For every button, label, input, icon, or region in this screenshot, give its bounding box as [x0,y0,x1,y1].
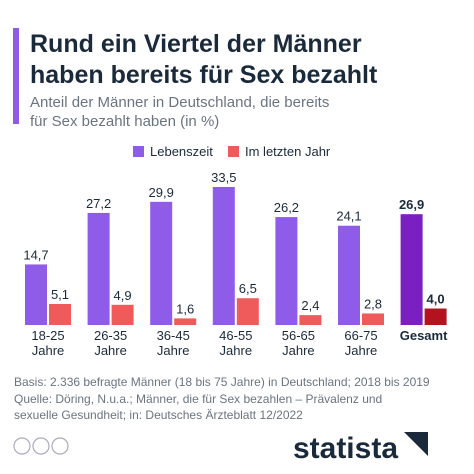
value-label: 26,9 [399,197,424,212]
x-tick-label: 18-25 [31,328,64,343]
legend-label: Im letzten Jahr [245,144,331,159]
value-label: 24,1 [336,209,361,224]
brand-icon [404,432,428,456]
x-tick-label: 46-55 [219,328,252,343]
note: Basis: 2.336 befragte Männer (18 bis 75 … [14,375,430,389]
value-label: 27,2 [86,196,111,211]
value-label: 29,9 [149,185,174,200]
brand: statista [293,432,398,465]
value-label: 2,8 [364,296,382,311]
x-tick-label: Jahre [220,343,253,358]
value-label: 4,9 [114,288,132,303]
bar [424,308,447,325]
legend-swatch [133,146,144,157]
bar [150,201,173,325]
accent-bar [13,28,19,124]
value-label: 4,0 [427,292,445,307]
value-label: 5,1 [51,287,69,302]
legend-swatch [228,146,239,157]
bar [49,303,71,325]
note: Quelle: Döring, N.u.a.; Männer, die für … [14,392,382,406]
x-tick-label: Jahre [345,343,378,358]
x-tick-label: Jahre [282,343,315,358]
value-label: 2,4 [301,298,319,313]
x-tick-label: 66-75 [344,328,377,343]
x-tick-label: Jahre [32,343,65,358]
bar [338,225,360,325]
x-tick-label: Jahre [157,343,190,358]
bar [111,304,134,325]
value-label: 1,6 [176,301,194,316]
x-tick-label: 26-35 [94,328,127,343]
value-label: 33,5 [211,170,236,185]
value-label: 26,2 [274,200,299,215]
x-tick-label: 56-65 [282,328,315,343]
chart-title: haben bereits für Sex bezahlt [30,61,378,89]
note: sexuelle Gesundheit; in: Deutsches Ärzte… [14,408,303,422]
value-label: 14,7 [23,247,48,262]
bar [299,315,322,325]
legend-label: Lebenszeit [150,144,213,159]
value-label: 6,5 [239,281,257,296]
license-icons [13,437,69,455]
bar [87,212,110,325]
bar [400,214,423,325]
bar [174,318,197,325]
bar [275,217,298,325]
chart-title: Rund ein Viertel der Männer [30,30,362,58]
subtitle: Anteil der Männer in Deutschland, die be… [30,94,329,111]
x-tick-label: Gesamt [400,328,448,343]
subtitle: für Sex bezahlt haben (in %) [30,113,219,130]
bar [212,187,235,325]
x-tick-label: 36-45 [157,328,190,343]
bar [25,264,47,325]
bar [236,298,259,325]
bar [362,313,384,325]
x-tick-label: Jahre [94,343,127,358]
